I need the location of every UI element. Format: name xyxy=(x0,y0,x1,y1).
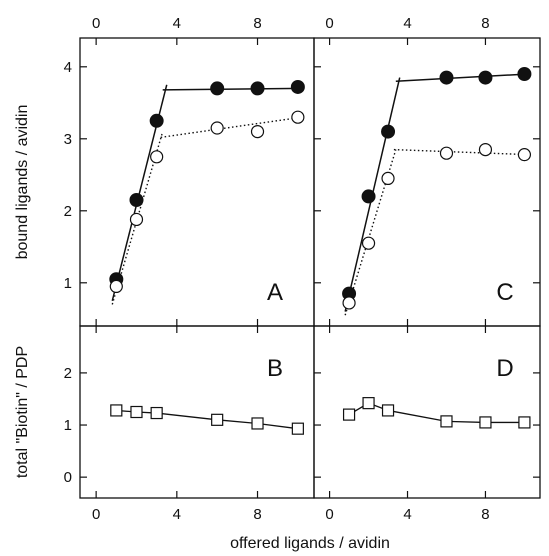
panel-b-x-tick-label: 4 xyxy=(173,506,181,523)
panel-a-point-open-circle xyxy=(109,279,123,293)
panel-b-y-axis-title: total "Biotin" / PDP xyxy=(14,346,31,478)
panel-c-point-open-circle xyxy=(478,143,493,157)
panel-d-x-tick-label: 0 xyxy=(325,506,333,523)
panel-d-point-open-square xyxy=(342,408,356,421)
panel-c-point-filled-circle xyxy=(478,70,493,85)
panel-a-fit-line-dotted xyxy=(160,116,302,139)
panel-a-y-tick-label: 3 xyxy=(64,131,72,148)
panel-d-point-open-square xyxy=(381,404,395,417)
panel-b-y-tick-label: 1 xyxy=(64,417,72,434)
panel-c-point-filled-circle xyxy=(361,189,376,204)
panel-b-point-open-square xyxy=(110,404,123,417)
panel-a-x-tick-label-top: 8 xyxy=(253,15,261,32)
panel-a-point-open-circle xyxy=(129,212,144,227)
panel-b-point-open-square xyxy=(291,422,304,435)
panel-a-point-filled-circle xyxy=(149,113,164,128)
panel-c-fit-line-solid xyxy=(395,73,529,82)
panel-d-point-open-square xyxy=(440,415,453,428)
panel-d-point-open-square xyxy=(479,416,492,429)
panel-a-y-tick-label: 2 xyxy=(64,203,72,220)
panel-b-label: B xyxy=(267,355,283,382)
panel-b-point-open-square xyxy=(150,406,163,420)
panel-frames xyxy=(79,37,541,499)
panel-c-x-tick-label-top: 8 xyxy=(481,15,489,32)
panel-d-label: D xyxy=(496,355,513,382)
data-markers xyxy=(109,67,532,435)
panel-c-fit-line-dotted xyxy=(393,148,529,156)
panel-c-point-open-circle xyxy=(517,148,532,162)
panel-c-point-open-circle xyxy=(381,171,395,185)
panel-c-point-open-circle xyxy=(439,146,454,160)
panel-c-label: C xyxy=(496,279,513,306)
panel-a-point-filled-circle xyxy=(129,193,144,207)
panel-b-x-tick-label: 0 xyxy=(92,506,100,523)
panel-a-point-open-circle xyxy=(291,110,305,124)
panel-a-y-axis-title: bound ligands / avidin xyxy=(14,105,31,260)
panel-b-x-tick-label: 8 xyxy=(253,506,261,523)
panel-d-point-open-square xyxy=(518,416,531,429)
panel-b-point-open-square xyxy=(130,405,143,419)
fit-lines xyxy=(111,73,529,430)
panel-c-point-filled-circle xyxy=(381,124,396,139)
panel-b-point-open-square xyxy=(251,417,264,430)
panel-a-point-open-circle xyxy=(250,125,265,139)
panel-a-point-open-circle xyxy=(210,121,224,135)
panel-a-x-tick-label-top: 4 xyxy=(173,15,181,32)
panel-b-series-line xyxy=(116,409,298,430)
panel-d-series-line xyxy=(348,402,525,424)
x-axis-title: offered ligands / avidin xyxy=(230,535,390,552)
panel-d-x-tick-label: 8 xyxy=(481,506,489,523)
panel-c-x-tick-label-top: 0 xyxy=(325,15,333,32)
panel-a-y-tick-label: 4 xyxy=(64,59,72,76)
panel-a-fit-line-solid xyxy=(162,87,302,91)
panel-a-point-filled-circle xyxy=(210,81,225,96)
panel-c-point-open-circle xyxy=(361,236,376,250)
panel-d-frame xyxy=(313,325,541,499)
panel-a-label: A xyxy=(267,279,283,306)
panel-c-point-filled-circle xyxy=(439,70,454,85)
panel-c-point-filled-circle xyxy=(517,67,532,81)
panel-a-y-tick-label: 1 xyxy=(64,275,72,292)
panel-b-point-open-square xyxy=(211,413,224,426)
panel-a-point-open-circle xyxy=(150,150,164,164)
panel-c-x-tick-label-top: 4 xyxy=(403,15,411,32)
panel-a-point-filled-circle xyxy=(290,79,305,94)
panel-c-point-open-circle xyxy=(342,296,356,310)
panel-d-x-tick-label: 4 xyxy=(403,506,411,523)
panel-d-point-open-square xyxy=(362,397,375,410)
panel-b-y-tick-label: 0 xyxy=(64,469,72,486)
panel-a-point-filled-circle xyxy=(250,81,265,96)
panel-b-y-tick-label: 2 xyxy=(64,365,72,382)
panel-a-x-tick-label-top: 0 xyxy=(92,15,100,32)
